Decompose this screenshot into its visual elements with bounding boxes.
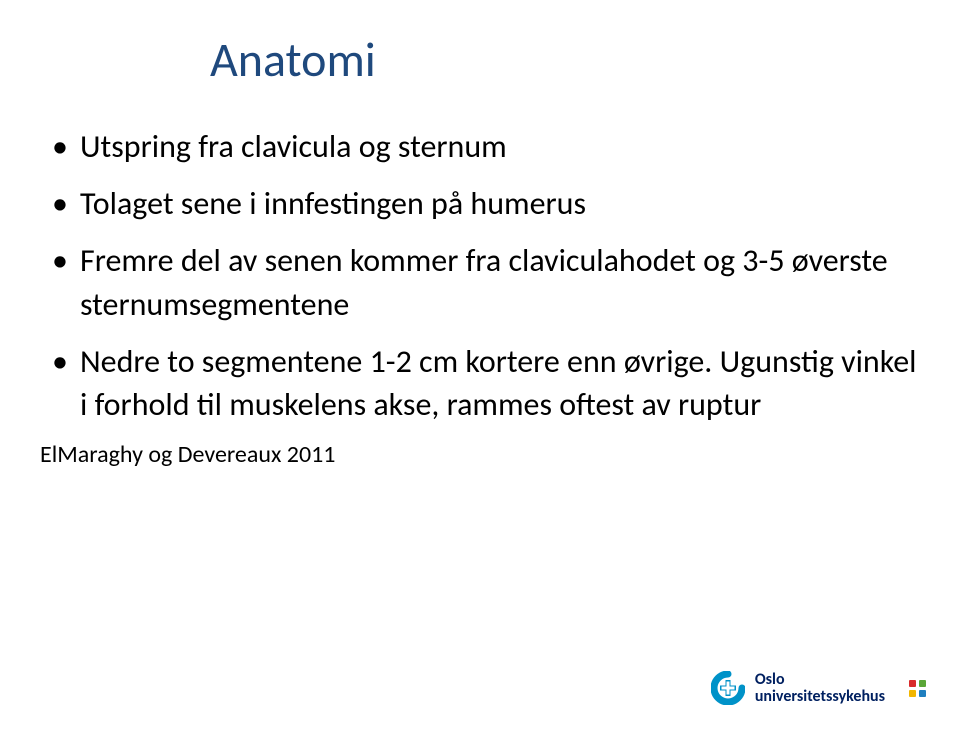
dot: [919, 690, 926, 697]
bullet-item: Utspring fra clavicula og sternum: [52, 125, 920, 168]
logo-text: Oslo universitetssykehus: [755, 671, 885, 706]
dot: [909, 680, 916, 687]
bullet-item: Tolaget sene i innfestingen på humerus: [52, 182, 920, 225]
footer: Oslo universitetssykehus: [711, 671, 926, 706]
logo-text-line1: Oslo: [755, 671, 885, 689]
logo-dots-icon: [909, 680, 926, 697]
slide-title: Anatomi: [210, 30, 920, 89]
bullet-item: Fremre del av senen kommer fra clavicula…: [52, 239, 920, 325]
logo-ous: Oslo universitetssykehus: [711, 671, 885, 706]
dot: [909, 690, 916, 697]
slide-container: Anatomi Utspring fra clavicula og sternu…: [0, 0, 960, 730]
dot: [919, 680, 926, 687]
bullet-list: Utspring fra clavicula og sternum Tolage…: [40, 125, 920, 426]
bullet-item: Nedre to segmentene 1-2 cm kortere enn ø…: [52, 340, 920, 426]
logo-mark-icon: [711, 671, 745, 705]
citation-text: ElMaraghy og Devereaux 2011: [40, 440, 920, 469]
logo-text-line2: universitetssykehus: [755, 688, 885, 706]
